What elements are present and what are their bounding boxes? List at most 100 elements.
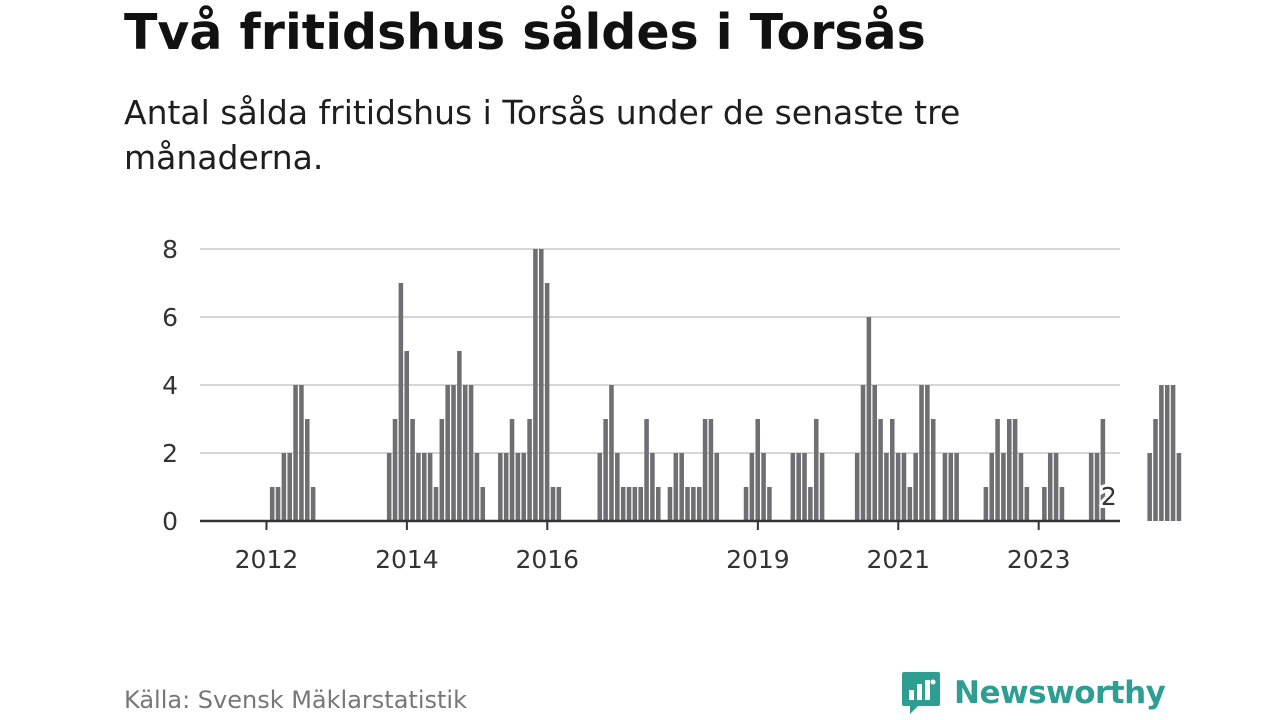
- y-tick-label: 2: [162, 439, 178, 468]
- y-tick-label: 8: [162, 235, 178, 264]
- bar: [1053, 453, 1059, 521]
- bar: [901, 453, 907, 521]
- bar: [1012, 419, 1018, 521]
- bar: [462, 385, 468, 521]
- newsworthy-icon: [902, 672, 940, 714]
- bar: [878, 419, 883, 521]
- bar: [503, 453, 509, 521]
- bar: [802, 453, 807, 521]
- bar: [544, 283, 550, 521]
- bar: [451, 385, 456, 521]
- bar: [550, 487, 556, 521]
- bar: [527, 419, 532, 521]
- x-tick-label: 2014: [375, 545, 439, 574]
- bar-chart: 0 2 4 6 8 2012 2014 2016 2019 2021 2023 2: [162, 235, 1182, 574]
- bar: [667, 487, 673, 521]
- chart-subtitle: Antal sålda fritidshus i Torsås under de…: [124, 93, 961, 177]
- bar: [1153, 419, 1158, 521]
- y-tick-label: 4: [162, 371, 178, 400]
- bar: [854, 453, 860, 521]
- bar: [1100, 419, 1106, 521]
- bar: [919, 385, 924, 521]
- y-tick-label: 6: [162, 303, 178, 332]
- bar: [416, 453, 421, 521]
- bar: [404, 351, 409, 521]
- bar: [1170, 385, 1176, 521]
- bar: [866, 317, 872, 521]
- bar: [989, 453, 994, 521]
- x-axis-ticks: 2012 2014 2016 2019 2021 2023: [235, 521, 1070, 574]
- bar: [907, 487, 913, 521]
- bar: [597, 453, 603, 521]
- bar: [1059, 487, 1065, 521]
- bar: [293, 385, 298, 521]
- x-tick-label: 2019: [726, 545, 790, 574]
- bar: [1007, 419, 1012, 521]
- x-tick-label: 2012: [235, 545, 299, 574]
- bar: [515, 453, 521, 521]
- bar: [275, 487, 281, 521]
- bar: [1176, 453, 1182, 521]
- bar: [714, 453, 720, 521]
- bar: [620, 487, 626, 521]
- bar: [942, 453, 948, 521]
- bar: [1088, 453, 1094, 521]
- bar: [603, 419, 608, 521]
- bar: [632, 487, 638, 521]
- bar: [930, 419, 936, 521]
- bar: [743, 487, 749, 521]
- bar: [1164, 385, 1170, 521]
- bar: [427, 453, 433, 521]
- bar: [468, 385, 474, 521]
- bar: [1024, 487, 1030, 521]
- bar: [702, 419, 708, 521]
- bar: [860, 385, 866, 521]
- bar: [995, 419, 1000, 521]
- bar: [422, 453, 427, 521]
- bar: [691, 487, 696, 521]
- chart-title: Två fritidshus såldes i Torsås: [124, 4, 926, 61]
- bar: [1094, 453, 1100, 521]
- grid-lines: [200, 248, 1120, 454]
- source-note: Källa: Svensk Mäklarstatistik: [124, 686, 467, 714]
- bar: [287, 453, 292, 521]
- bar: [983, 487, 989, 521]
- bar: [749, 453, 755, 521]
- bar: [656, 487, 661, 521]
- bar: [1042, 487, 1047, 521]
- bar: [498, 453, 503, 521]
- bar: [948, 453, 954, 521]
- bar: [813, 419, 819, 521]
- bar: [808, 487, 813, 521]
- brand-logo: Newsworthy: [900, 668, 1166, 718]
- bar: [1147, 453, 1152, 521]
- bar: [480, 487, 486, 521]
- y-tick-label: 0: [162, 507, 178, 536]
- bar: [884, 453, 889, 521]
- bar: [638, 487, 643, 521]
- bar: [708, 419, 714, 521]
- x-tick-label: 2016: [515, 545, 579, 574]
- bar: [696, 487, 702, 521]
- bar: [673, 453, 679, 521]
- bar: [872, 385, 877, 521]
- bar: [679, 453, 684, 521]
- bar: [755, 419, 760, 521]
- bar: [398, 283, 404, 521]
- bar: [269, 487, 275, 521]
- bar: [767, 487, 772, 521]
- bar: [281, 453, 287, 521]
- x-tick-label: 2021: [866, 545, 930, 574]
- bar: [1159, 385, 1164, 521]
- bar: [913, 453, 918, 521]
- bar: [890, 419, 895, 521]
- bar: [626, 487, 632, 521]
- bar: [305, 419, 310, 521]
- bar: [615, 453, 620, 521]
- bar: [761, 453, 766, 521]
- annotations: 2: [1098, 479, 1120, 514]
- bar: [895, 453, 901, 521]
- bar: [299, 385, 304, 521]
- bar: [539, 249, 544, 521]
- bar: [457, 351, 462, 521]
